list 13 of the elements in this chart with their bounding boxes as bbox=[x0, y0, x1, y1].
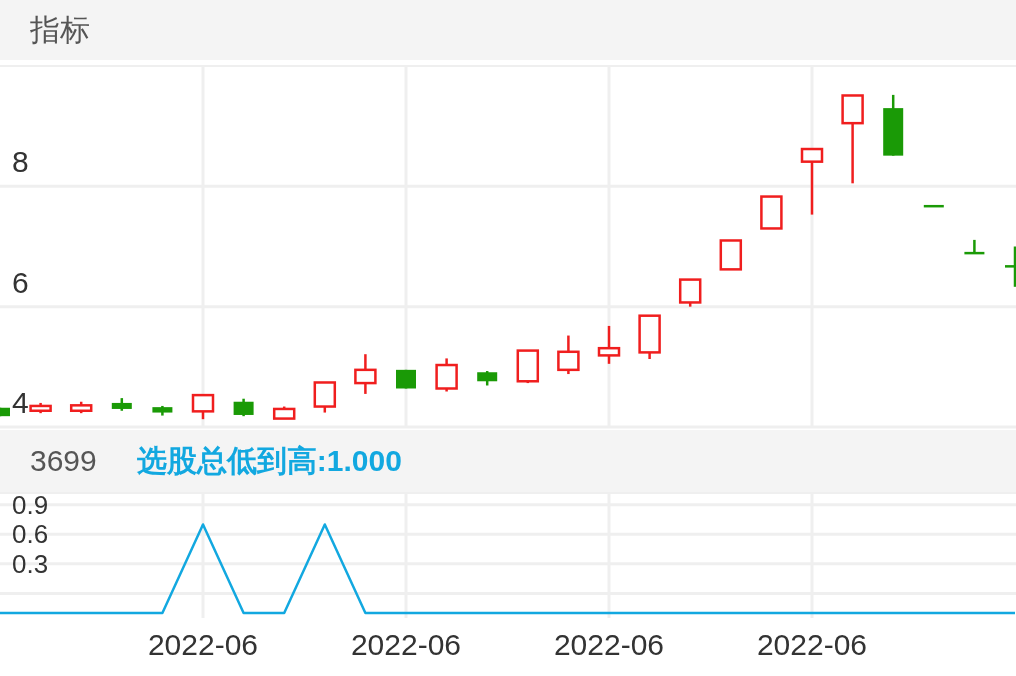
x-tick-label: 2022-06 bbox=[756, 628, 868, 661]
y-tick-label: 4 bbox=[12, 386, 29, 419]
y-tick-label: 0.9 bbox=[12, 489, 49, 520]
x-tick-label: 2022-06 bbox=[553, 628, 665, 661]
y-tick-label: 6 bbox=[12, 265, 29, 299]
text: 3699 bbox=[30, 444, 97, 477]
y-tick-label: 0.6 bbox=[12, 519, 49, 550]
y-tick-label: 8 bbox=[12, 145, 29, 179]
text: 选股总低到高:1.000 bbox=[135, 444, 402, 477]
y-tick-label: 0.3 bbox=[12, 548, 49, 579]
chart-title: 指标 bbox=[29, 13, 90, 46]
x-tick-label: 2022-06 bbox=[350, 628, 462, 661]
x-tick-label: 2022-06 bbox=[147, 628, 259, 661]
